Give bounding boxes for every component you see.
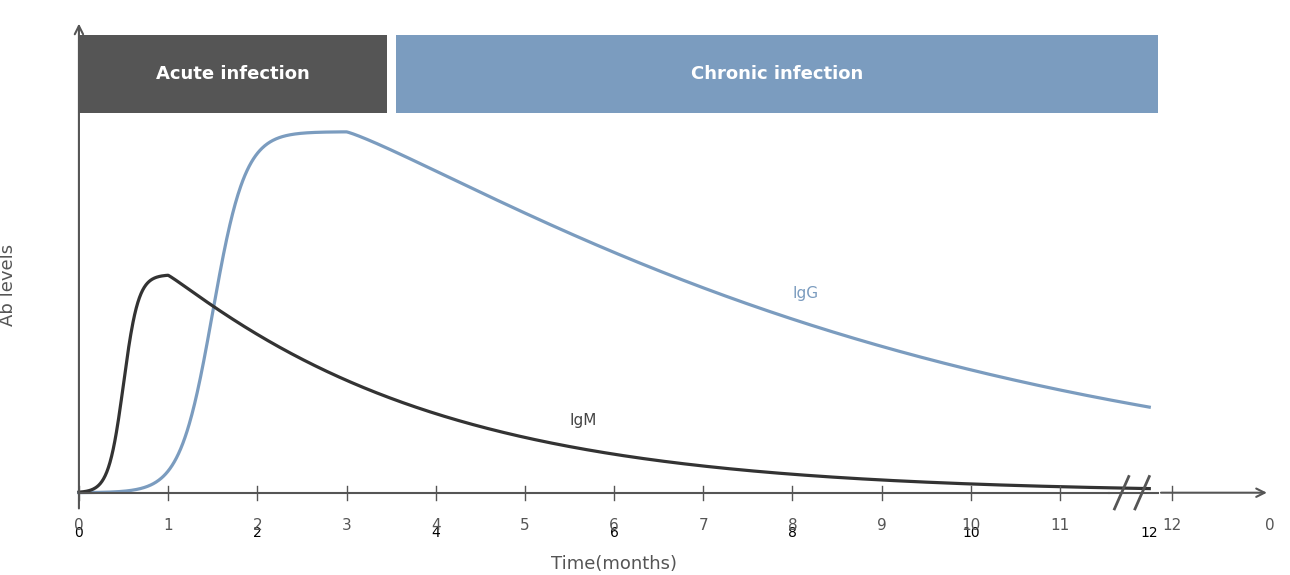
Text: Time(months): Time(months) (551, 555, 677, 573)
Text: 2: 2 (253, 518, 262, 533)
Text: 7: 7 (698, 518, 708, 533)
Text: 6: 6 (609, 518, 619, 533)
Text: 3: 3 (342, 518, 351, 533)
Text: Chronic infection: Chronic infection (690, 65, 863, 83)
Text: 9: 9 (877, 518, 886, 533)
Text: Ab levels: Ab levels (0, 243, 17, 325)
Text: 5: 5 (520, 518, 530, 533)
Text: 8: 8 (788, 518, 797, 533)
Text: 4: 4 (431, 518, 440, 533)
Text: 0: 0 (74, 518, 84, 533)
Text: IgM: IgM (569, 413, 597, 428)
FancyBboxPatch shape (396, 34, 1158, 113)
Text: IgG: IgG (792, 286, 819, 301)
Text: 1: 1 (164, 518, 173, 533)
Text: 11: 11 (1050, 518, 1069, 533)
Text: 10: 10 (961, 518, 980, 533)
Text: Acute infection: Acute infection (156, 65, 310, 83)
Text: 0: 0 (1265, 518, 1275, 533)
FancyBboxPatch shape (79, 34, 387, 113)
Text: 12: 12 (1162, 518, 1182, 533)
